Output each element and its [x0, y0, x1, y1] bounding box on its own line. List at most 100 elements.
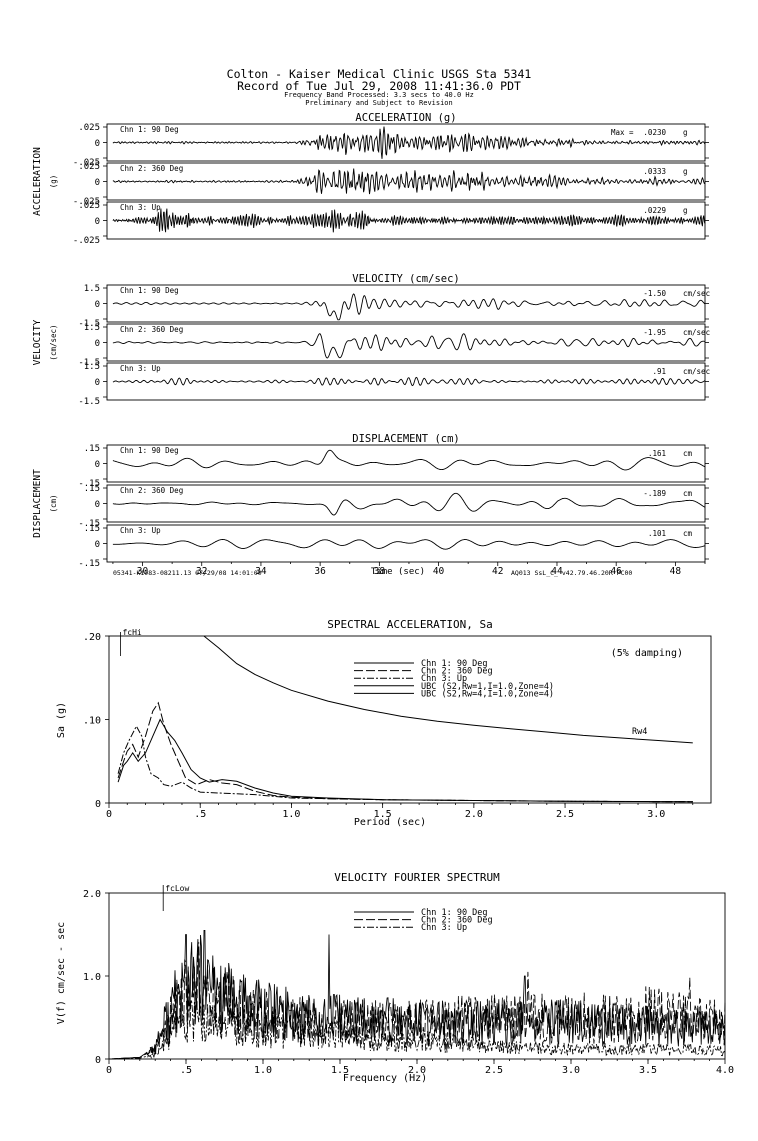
waveform-trace	[112, 449, 706, 471]
peak-unit: g	[683, 167, 688, 176]
y-tick-label: 0	[95, 217, 100, 227]
footer-right: AQ013 SsL_C_ v42.79.46.20R PC00	[511, 569, 632, 577]
peak-value: -1.95	[643, 328, 666, 337]
panel-title: DISPLACEMENT (cm)	[352, 433, 459, 445]
sa-series-line	[117, 725, 693, 803]
y-tick-label: .025	[78, 162, 100, 172]
x-tick-label: 38	[374, 566, 386, 577]
sa-series-line	[117, 701, 693, 803]
x-tick-label: 0	[106, 809, 112, 820]
peak-unit: cm/sec	[683, 367, 710, 376]
peak-unit: cm/sec	[683, 289, 710, 298]
x-tick-label: 46	[610, 566, 622, 577]
fclow-label: fcLow	[165, 884, 189, 893]
peak-value: .91	[652, 367, 666, 376]
legend-entry: UBC (S2,Rw=1,I=1.0,Zone=4)	[421, 682, 554, 692]
waveform-trace	[112, 492, 706, 516]
peak-unit: cm	[683, 529, 693, 538]
waveform-trace	[112, 293, 706, 321]
x-tick-label: 2.5	[556, 809, 574, 820]
x-tick-label: 48	[670, 566, 682, 577]
record-time: Record of Tue Jul 29, 2008 11:41:36.0 PD…	[237, 79, 521, 93]
fourier-series-line	[109, 929, 726, 1060]
panel-ylabel: DISPLACEMENT	[32, 469, 43, 538]
x-tick-label: 42	[492, 566, 503, 577]
sa-x-label: Period (sec)	[354, 817, 426, 828]
panel-yunit: (cm/sec)	[49, 324, 58, 360]
y-tick-label: -1.5	[78, 319, 100, 329]
y-tick-label: -.15	[78, 559, 100, 569]
panel-title: ACCELERATION (g)	[355, 112, 456, 124]
y-tick-label: 1.0	[83, 972, 101, 983]
fourier-series-line	[109, 942, 726, 1060]
y-tick-label: 0	[95, 300, 100, 310]
x-tick-label: 3.0	[562, 1065, 580, 1076]
x-tick-label: 2.0	[408, 1065, 426, 1076]
legend-entry: UBC (S2,Rw=4,I=1.0,Zone=4)	[421, 689, 554, 699]
y-tick-label: 0	[95, 378, 100, 388]
fchi-label: fcHi	[122, 628, 141, 637]
peak-unit: cm	[683, 489, 693, 498]
x-tick-label: 1.0	[282, 809, 300, 820]
panel-yunit: (g)	[49, 175, 58, 189]
x-tick-label: 4.0	[716, 1065, 734, 1076]
peak-value: .0230	[643, 128, 666, 137]
channel-label: Chn 2: 360 Deg	[120, 164, 183, 173]
x-tick-label: 2.0	[465, 809, 483, 820]
x-tick-label: 34	[255, 566, 267, 577]
y-tick-label: .10	[83, 716, 101, 727]
y-tick-label: 0	[95, 460, 100, 470]
peak-value: .0333	[643, 167, 666, 176]
channel-frame	[106, 524, 706, 563]
channel-label: Chn 1: 90 Deg	[120, 125, 179, 134]
channel-label: Chn 3: Up	[120, 203, 161, 212]
y-tick-label: 2.0	[83, 889, 101, 900]
peak-value: -1.50	[643, 289, 666, 298]
peak-prefix: Max =	[611, 128, 634, 137]
peak-value: .161	[648, 449, 666, 458]
legend-entry: Chn 1: 90 Deg	[421, 908, 488, 918]
x-axis-label: Time (sec)	[371, 567, 425, 577]
y-tick-label: 0	[95, 139, 100, 149]
y-tick-label: 1.5	[84, 284, 100, 294]
peak-unit: g	[683, 206, 688, 215]
peak-unit: cm	[683, 449, 693, 458]
sa-series-line	[203, 635, 693, 744]
legend-entry: Chn 1: 90 Deg	[421, 659, 488, 669]
y-tick-label: -.025	[73, 158, 100, 168]
y-tick-label: .15	[84, 484, 100, 494]
legend-entry: Chn 3: Up	[421, 923, 467, 933]
channel-label: Chn 2: 360 Deg	[120, 325, 183, 334]
x-tick-label: 3.5	[639, 1065, 657, 1076]
y-tick-label: 0	[95, 500, 100, 510]
y-tick-label: .025	[78, 123, 100, 133]
x-tick-label: .5	[194, 809, 206, 820]
peak-unit: g	[683, 128, 688, 137]
y-tick-label: 1.5	[84, 362, 100, 372]
waveform-trace	[112, 126, 706, 159]
footer-left: 05341-K1983-08211.13 07/29/08 14:01:00	[113, 569, 262, 577]
panel-title: VELOCITY (cm/sec)	[352, 273, 459, 285]
sa-damping-note: (5% damping)	[611, 648, 683, 659]
fourier-x-label: Frequency (Hz)	[343, 1073, 427, 1084]
station-title: Colton - Kaiser Medical Clinic USGS Sta …	[226, 67, 532, 81]
y-tick-label: 0	[95, 540, 100, 550]
y-tick-label: -.025	[73, 236, 100, 246]
x-tick-label: 1.5	[331, 1065, 349, 1076]
y-tick-label: -.15	[78, 479, 100, 489]
x-tick-label: .5	[180, 1065, 192, 1076]
channel-label: Chn 2: 360 Deg	[120, 486, 183, 495]
channel-label: Chn 1: 90 Deg	[120, 286, 179, 295]
channel-label: Chn 1: 90 Deg	[120, 446, 179, 455]
waveform-trace	[112, 333, 706, 359]
sa-frame	[108, 635, 712, 804]
y-tick-label: .15	[84, 444, 100, 454]
x-tick-label: 30	[137, 566, 149, 577]
y-tick-label: 0	[95, 178, 100, 188]
x-tick-label: 40	[433, 566, 445, 577]
y-tick-label: 1.5	[84, 323, 100, 333]
peak-unit: cm/sec	[683, 328, 710, 337]
x-tick-label: 1.0	[254, 1065, 272, 1076]
x-tick-label: 0	[106, 1065, 112, 1076]
